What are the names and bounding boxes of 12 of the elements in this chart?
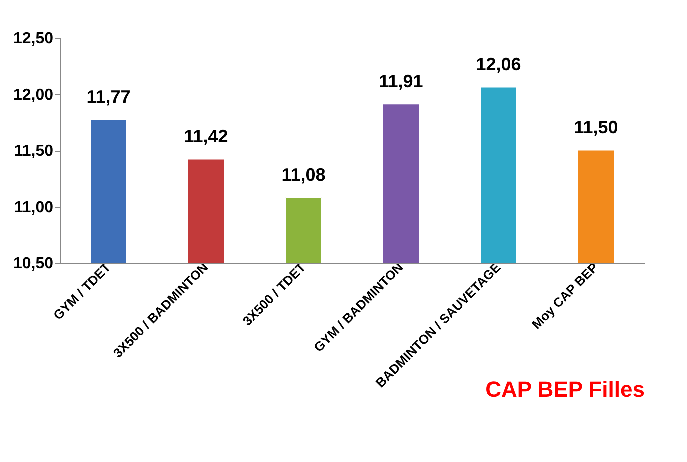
y-tick-label: 11,50: [14, 143, 54, 160]
data-label: 11,08: [282, 164, 326, 185]
data-label: 11,42: [184, 126, 228, 146]
data-label: 11,77: [86, 87, 131, 108]
y-tick-label: 12,50: [13, 30, 54, 48]
data-label: 12,06: [476, 54, 522, 74]
y-tick-label: 11,00: [14, 199, 54, 216]
data-label: 11,50: [574, 118, 618, 138]
y-tick-label: 12,00: [13, 86, 54, 104]
text: CAP BEP Filles: [486, 377, 645, 402]
y-tick-label: 10,50: [13, 256, 54, 272]
data-label: 11,91: [379, 71, 424, 92]
